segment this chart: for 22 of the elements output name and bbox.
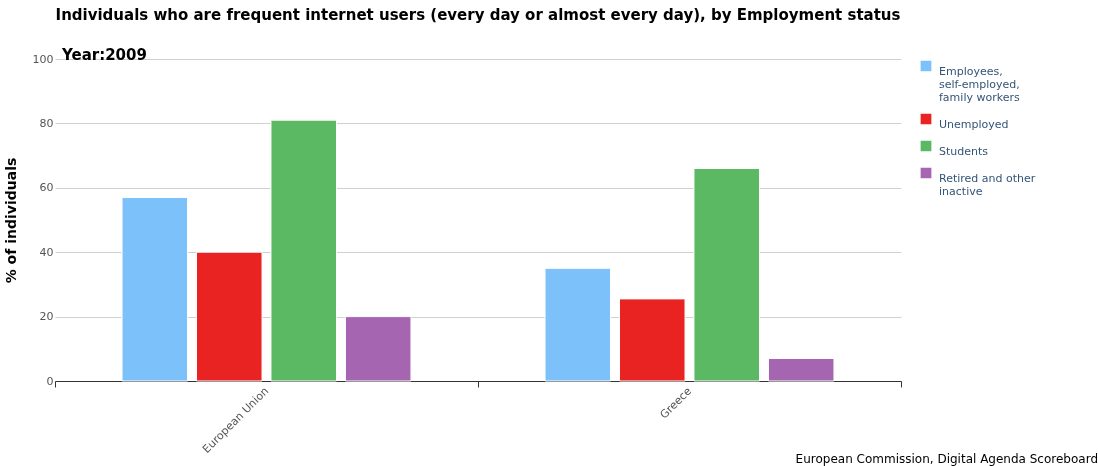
y-tick-label: 80 bbox=[39, 116, 54, 130]
legend-label: Employees, self-employed, family workers bbox=[939, 65, 1020, 104]
legend-label: Unemployed bbox=[939, 118, 1009, 131]
bar bbox=[544, 267, 612, 382]
bar bbox=[196, 251, 263, 382]
y-axis-title: % of individuals bbox=[2, 157, 19, 284]
y-tick-label: 40 bbox=[39, 245, 54, 259]
bar bbox=[619, 298, 686, 382]
y-tick-label: 100 bbox=[32, 52, 54, 66]
bar bbox=[344, 316, 412, 382]
legend-label: Students bbox=[939, 145, 989, 158]
chart-title: Individuals who are frequent internet users (every day or almost every day), by Employment status bbox=[55, 6, 901, 24]
bar bbox=[767, 357, 835, 382]
legend-label: Retired and other inactive bbox=[939, 172, 1036, 198]
y-tick-label: 60 bbox=[39, 181, 54, 195]
text: European Commission, Digital Agenda Scoreboard bbox=[795, 452, 1098, 466]
bar bbox=[121, 196, 189, 382]
y-tick-label: 20 bbox=[39, 310, 54, 324]
y-tick-label: 0 bbox=[46, 374, 54, 388]
chart-subtitle: Year:2009 bbox=[62, 46, 147, 64]
bar bbox=[693, 167, 760, 382]
bar bbox=[270, 119, 337, 382]
